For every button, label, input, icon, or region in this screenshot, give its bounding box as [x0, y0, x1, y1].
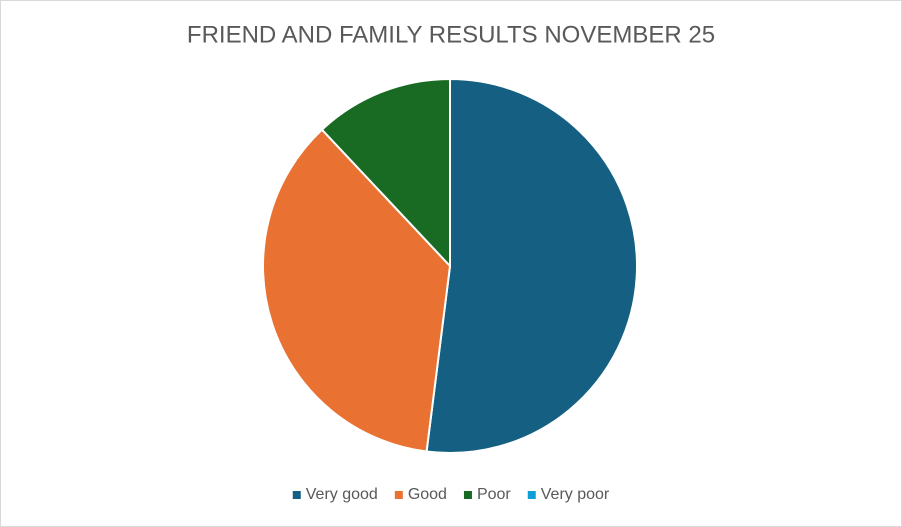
legend-swatch [463, 491, 472, 499]
legend-swatch [394, 491, 403, 499]
legend-swatch [292, 491, 301, 499]
pie-slice [425, 77, 639, 454]
legend-label: Good [408, 486, 447, 503]
legend-label: Very poor [541, 486, 610, 503]
chart-title: FRIEND AND FAMILY RESULTS NOVEMBER 25 [187, 21, 715, 48]
pie-slice [262, 128, 452, 453]
legend-swatch [527, 491, 536, 499]
legend-label: Very good [306, 486, 378, 503]
pie-slice [320, 77, 451, 269]
legend-label: Poor [477, 486, 511, 503]
